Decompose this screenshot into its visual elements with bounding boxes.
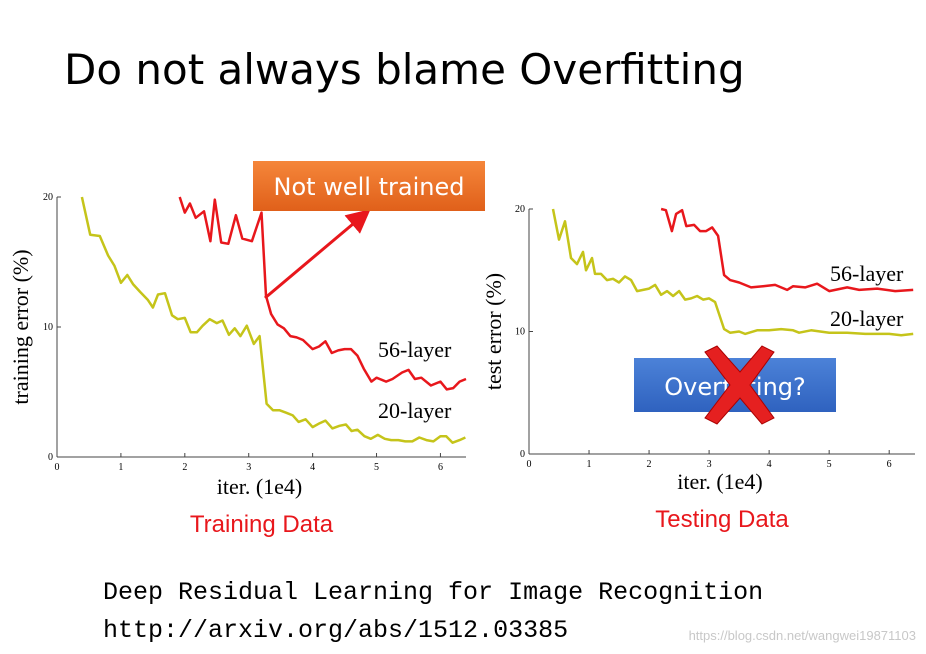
y-tick-label: 20 xyxy=(43,192,53,203)
note-box xyxy=(253,161,485,211)
chart-caption: Testing Data xyxy=(655,506,789,533)
x-tick-label: 0 xyxy=(55,462,60,473)
x-axis-label: iter. (1e4) xyxy=(217,474,303,499)
x-tick-label: 2 xyxy=(647,459,652,470)
y-axis-label: training error (%) xyxy=(8,249,33,404)
y-tick-label: 20 xyxy=(515,204,525,215)
cross-icon xyxy=(704,345,775,425)
series-line xyxy=(178,196,467,391)
x-tick-label: 6 xyxy=(887,459,892,470)
series-label: 56-layer xyxy=(830,261,904,286)
x-tick-label: 2 xyxy=(182,462,187,473)
x-tick-label: 4 xyxy=(767,459,772,470)
series-line xyxy=(660,207,914,293)
x-tick-label: 3 xyxy=(707,459,712,470)
x-tick-label: 0 xyxy=(527,459,532,470)
x-axis-label: iter. (1e4) xyxy=(677,469,763,494)
arrow xyxy=(264,209,371,300)
series-line xyxy=(551,208,914,337)
x-tick-label: 1 xyxy=(118,462,123,473)
watermark: https://blog.csdn.net/wangwei19871103 xyxy=(689,628,916,643)
x-tick-label: 6 xyxy=(438,462,443,473)
x-tick-label: 1 xyxy=(587,459,592,470)
y-tick-label: 10 xyxy=(515,327,525,338)
x-tick-label: 5 xyxy=(827,459,832,470)
series-label: 56-layer xyxy=(378,337,452,362)
series-label: 20-layer xyxy=(378,398,452,423)
series-line xyxy=(80,196,466,444)
x-tick-label: 4 xyxy=(310,462,315,473)
note-text: Not well trained xyxy=(274,173,465,201)
series-label: 20-layer xyxy=(830,306,904,331)
y-axis-label: test error (%) xyxy=(481,273,506,390)
citation-line: Deep Residual Learning for Image Recogni… xyxy=(103,578,763,607)
y-tick-label: 0 xyxy=(520,449,525,460)
slide-title: Do not always blame Overfitting xyxy=(64,45,745,94)
citation-line: http://arxiv.org/abs/1512.03385 xyxy=(103,616,568,645)
y-tick-label: 0 xyxy=(48,452,53,463)
chart-caption: Training Data xyxy=(190,511,334,538)
x-tick-label: 3 xyxy=(246,462,251,473)
y-tick-label: 10 xyxy=(43,322,53,333)
x-tick-label: 5 xyxy=(374,462,379,473)
